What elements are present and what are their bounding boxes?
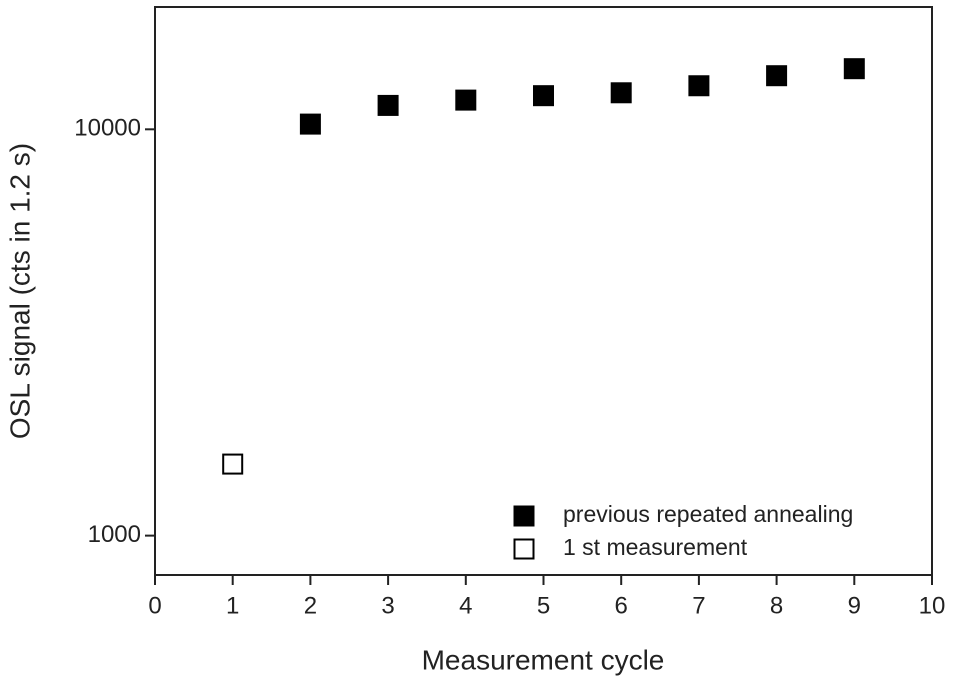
point <box>455 89 477 111</box>
x-tick-label: 2 <box>304 592 317 619</box>
x-tick-label: 1 <box>226 592 239 619</box>
x-tick-label: 9 <box>848 592 861 619</box>
point <box>688 75 710 97</box>
point <box>533 85 554 107</box>
x-tick-label: 3 <box>381 592 394 619</box>
legend-marker <box>513 505 535 527</box>
point <box>222 453 244 475</box>
legend-text: 1 st measurement <box>563 534 748 560</box>
point <box>843 58 865 80</box>
x-tick-label: 0 <box>148 592 161 619</box>
point <box>610 82 632 104</box>
x-tick-label: 5 <box>537 592 550 619</box>
point <box>766 65 788 87</box>
x-tick-label: 8 <box>770 592 783 619</box>
x-tick-label: 7 <box>692 592 705 619</box>
point <box>299 113 321 135</box>
x-tick-label: 6 <box>615 592 628 619</box>
point <box>377 94 399 116</box>
y-tick-label: 1000 <box>88 521 141 548</box>
x-tick-label: 10 <box>919 592 946 619</box>
x-axis-label: Measurement cycle <box>422 644 665 675</box>
y-axis-label: OSL signal (cts in 1.2 s) <box>4 143 35 439</box>
y-tick-label: 10000 <box>74 115 141 142</box>
legend-text: previous repeated annealing <box>563 501 853 527</box>
legend-marker <box>513 538 535 560</box>
x-tick-label: 4 <box>459 592 472 619</box>
